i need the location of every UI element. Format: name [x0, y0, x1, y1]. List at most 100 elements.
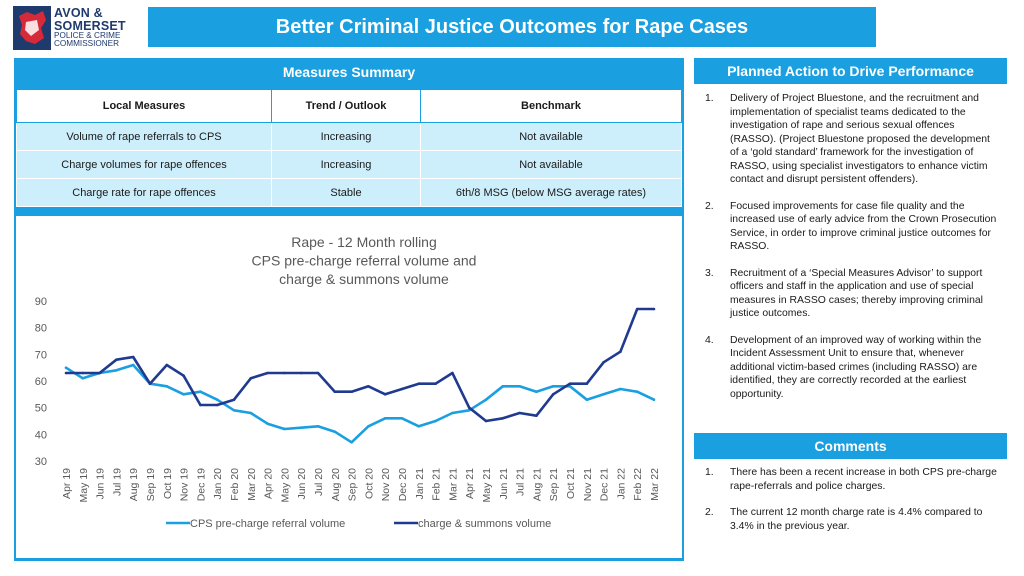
data-point	[299, 371, 303, 375]
data-point	[417, 425, 421, 428]
table-row: Charge rate for rape offences Stable 6th…	[16, 178, 682, 207]
data-point	[383, 417, 387, 420]
y-tick-label: 70	[35, 349, 47, 361]
data-point	[333, 390, 337, 393]
list-item: 1. There has been a recent increase in bo…	[700, 466, 1000, 493]
page-title: Better Criminal Justice Outcomes for Rap…	[148, 7, 876, 47]
x-tick-label: Sep 21	[548, 468, 560, 501]
x-tick-label: Dec 19	[195, 468, 207, 501]
y-tick-label: 40	[35, 429, 47, 441]
data-point	[350, 441, 353, 444]
data-point	[568, 382, 572, 385]
data-point	[585, 398, 589, 401]
x-tick-label: Feb 20	[229, 468, 241, 501]
x-tick-label: Nov 21	[582, 468, 594, 501]
measures-heading: Measures Summary	[282, 64, 416, 80]
data-point	[232, 409, 236, 412]
crest-icon	[13, 6, 51, 50]
data-point	[215, 403, 219, 407]
data-point	[501, 417, 505, 420]
line-chart: Rape - 12 Month rolling CPS pre-charge re…	[35, 234, 661, 530]
x-tick-label: Apr 21	[464, 468, 476, 499]
data-point	[585, 382, 589, 385]
x-tick-label: Sep 19	[145, 468, 157, 501]
x-tick-label: Aug 20	[330, 468, 342, 501]
x-tick-label: Dec 21	[599, 468, 611, 501]
table-row: Volume of rape referrals to CPS Increasi…	[16, 122, 682, 151]
data-point	[64, 366, 68, 369]
item-number: 4.	[705, 334, 714, 346]
x-tick-label: Apr 20	[263, 468, 275, 499]
table-cell: Volume of rape referrals to CPS	[16, 122, 272, 151]
x-tick-label: Nov 19	[179, 468, 191, 501]
list-item: 3. Recruitment of a ‘Special Measures Adv…	[700, 267, 1000, 321]
column-header: Trend / Outlook	[271, 89, 421, 123]
data-point	[283, 371, 286, 375]
data-point	[299, 426, 303, 429]
item-text: Development of an improved way of workin…	[730, 334, 982, 400]
data-point	[383, 393, 387, 396]
table-cell: Stable	[271, 178, 421, 207]
data-point	[115, 369, 118, 372]
table-cell: Charge volumes for rape offences	[16, 150, 272, 179]
list-item: 2. Focused improvements for case file qua…	[700, 200, 1000, 254]
data-point	[199, 403, 202, 407]
x-tick-label: Mar 20	[246, 468, 258, 501]
data-point	[434, 419, 437, 423]
chart-title: Rape - 12 Month rolling CPS pre-charge re…	[252, 234, 477, 287]
data-point	[266, 422, 269, 425]
data-point	[64, 371, 68, 375]
data-point	[266, 371, 269, 375]
x-tick-label: Jun 21	[498, 468, 510, 500]
data-point	[316, 425, 320, 428]
data-point	[484, 398, 488, 401]
data-point	[367, 385, 370, 388]
data-point	[501, 385, 505, 388]
chart-container: Rape - 12 Month rolling CPS pre-charge re…	[16, 216, 682, 558]
list-item: 4. Development of an improved way of work…	[700, 334, 1000, 402]
chart-title-line: charge & summons volume	[279, 271, 449, 287]
data-point	[98, 371, 101, 375]
logo-line-2: SOMERSET	[54, 18, 126, 33]
logo-line-4: COMMISSIONER	[54, 39, 120, 49]
data-point	[249, 377, 253, 380]
column-header: Benchmark	[420, 89, 682, 123]
planned-action-list: 1. Delivery of Project Bluestone, and the…	[700, 92, 1000, 414]
table-row: Charge volumes for rape offences Increas…	[16, 150, 682, 179]
data-point	[165, 385, 169, 388]
item-text: Recruitment of a ‘Special Measures Advis…	[730, 267, 983, 320]
data-point	[232, 398, 236, 401]
chart-legend: CPS pre-charge referral volume charge & s…	[166, 518, 551, 530]
list-item: 2. The current 12 month charge rate is 4.…	[700, 506, 1000, 533]
data-point	[199, 390, 202, 393]
data-point	[535, 414, 538, 417]
data-point	[131, 363, 135, 367]
data-point	[316, 371, 320, 375]
measures-panel: Measures Summary Local Measures Trend / …	[14, 58, 684, 561]
x-tick-label: Aug 19	[128, 468, 140, 501]
data-point	[518, 385, 521, 388]
data-point	[148, 382, 152, 385]
item-number: 3.	[705, 267, 714, 279]
item-number: 1.	[705, 93, 714, 104]
x-tick-label: Jan 21	[414, 468, 426, 500]
data-point	[602, 361, 605, 364]
legend-label: CPS pre-charge referral volume	[190, 518, 345, 530]
table-header-row: Local Measures Trend / Outlook Benchmark	[16, 89, 682, 123]
data-point	[367, 425, 370, 428]
x-tick-label: Nov 20	[380, 468, 392, 501]
data-point	[602, 393, 605, 396]
y-axis-ticks: 30 40 50 60 70 80 90	[35, 296, 47, 468]
y-tick-label: 90	[35, 296, 47, 308]
measures-table: Local Measures Trend / Outlook Benchmark…	[16, 89, 682, 207]
series-line-1	[65, 363, 655, 444]
data-point	[182, 374, 185, 377]
data-point	[484, 419, 488, 423]
data-point	[165, 363, 169, 367]
data-point	[518, 411, 521, 415]
data-point	[551, 385, 555, 388]
chart-title-line: Rape - 12 Month rolling	[291, 234, 437, 250]
legend-label: charge & summons volume	[418, 518, 551, 530]
x-tick-label: Feb 21	[431, 468, 443, 501]
x-tick-label: Jul 20	[313, 468, 325, 496]
